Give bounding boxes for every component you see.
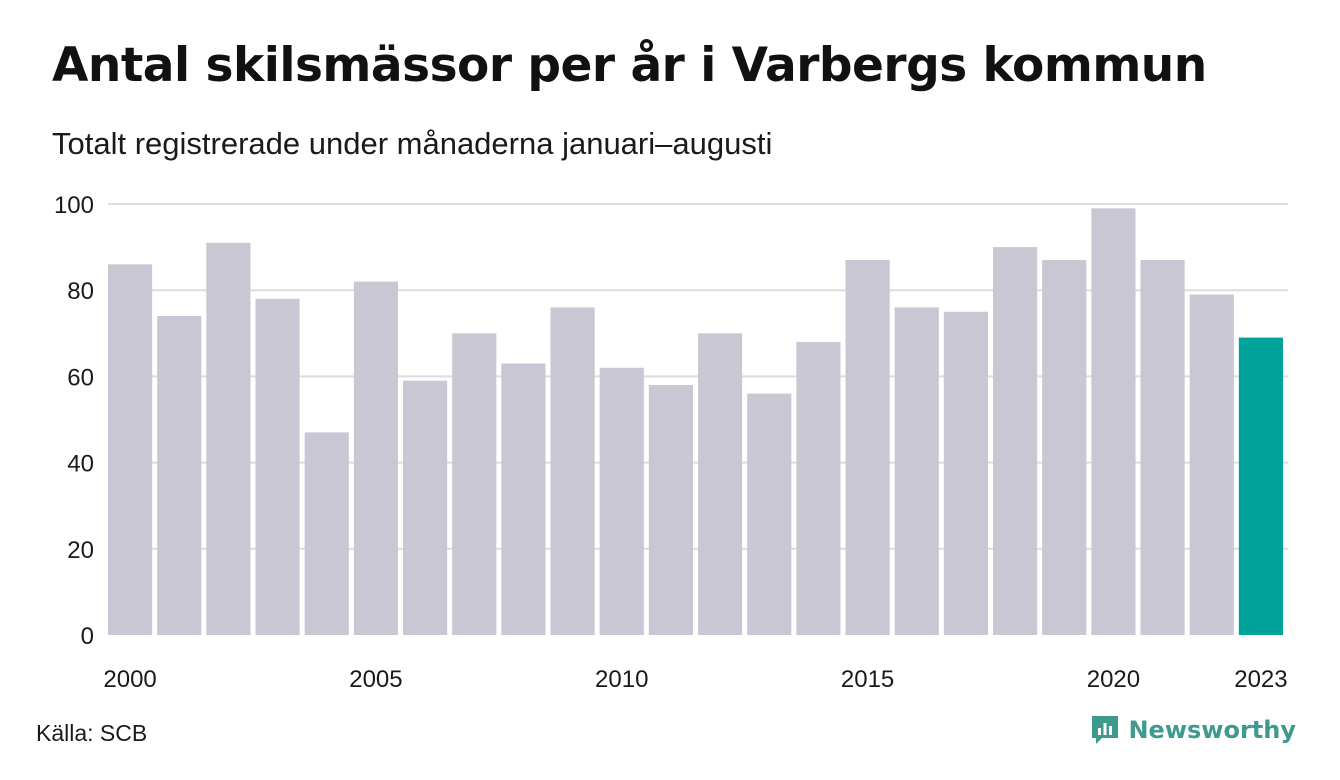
bar-2014 (796, 341, 841, 635)
bar-chart: 0 20 40 60 80 100 2000 2005 2010 2015 2020 2023 (54, 192, 1288, 693)
bar-2005 (353, 281, 398, 635)
bar-2020 (1091, 208, 1136, 635)
chart-subtitle: Totalt registrerade under månaderna janu… (52, 126, 773, 161)
newsworthy-logo-icon (1092, 716, 1119, 744)
bar-2011 (648, 385, 693, 635)
y-tick-label: 40 (67, 451, 94, 478)
bar-2015 (845, 260, 890, 635)
y-tick-label: 20 (67, 537, 94, 564)
bar-2008 (501, 363, 546, 635)
bar-2023 (1238, 337, 1283, 635)
bar-2002 (206, 242, 251, 636)
y-tick-label: 0 (81, 623, 94, 650)
bar-2007 (452, 333, 497, 635)
bar-2000 (108, 264, 153, 635)
bar-2013 (747, 393, 792, 635)
bar-2009 (550, 307, 595, 635)
x-tick-label: 2020 (1087, 666, 1140, 693)
x-tick-label: 2010 (595, 666, 648, 693)
source-note: Källa: SCB (36, 720, 148, 746)
brand-logo[interactable]: Newsworthy (1090, 714, 1296, 746)
bar-2022 (1189, 294, 1234, 635)
bar-2006 (403, 380, 448, 635)
y-tick-label: 60 (67, 364, 94, 391)
bar-2012 (698, 333, 743, 635)
bar-2003 (255, 298, 300, 635)
bars (108, 208, 1283, 636)
bar-2004 (304, 432, 349, 635)
bar-2010 (599, 367, 644, 635)
x-tick-label: 2015 (841, 666, 894, 693)
y-tick-label: 100 (54, 192, 94, 219)
bar-2021 (1140, 260, 1185, 635)
bar-2016 (894, 307, 939, 635)
bar-2001 (157, 316, 202, 635)
bar-2018 (993, 247, 1038, 635)
bar-2017 (943, 311, 988, 635)
bar-2019 (1042, 260, 1087, 635)
y-axis-ticks: 0 20 40 60 80 100 (54, 192, 94, 650)
y-tick-label: 80 (67, 278, 94, 305)
x-axis-ticks: 2000 2005 2010 2015 2020 2023 (103, 666, 1287, 693)
x-tick-label: 2005 (349, 666, 402, 693)
x-tick-label: 2023 (1234, 666, 1287, 693)
x-tick-label: 2000 (103, 666, 156, 693)
brand-name: Newsworthy (1128, 716, 1296, 744)
chart-title: Antal skilsmässor per år i Varbergs komm… (52, 38, 1207, 93)
